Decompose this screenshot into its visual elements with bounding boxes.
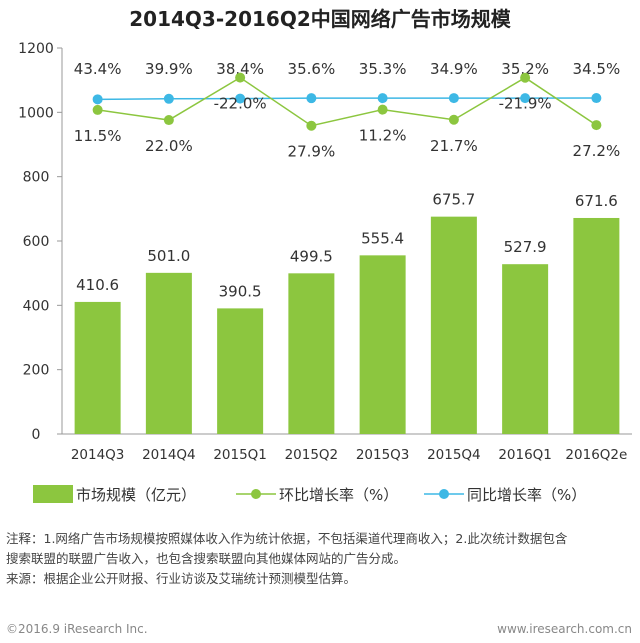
y-tick-label: 1000 (18, 105, 54, 121)
yoy-growth-line (97, 97, 597, 101)
bar-value-label: 555.4 (361, 229, 404, 247)
y-tick-label: 1200 (18, 41, 54, 57)
bar (359, 255, 406, 434)
x-tick-label: 2016Q1 (498, 447, 552, 463)
qoq-growth-point (306, 120, 317, 131)
bar-value-labels: 410.6 501.0 390.5 499.5 555.4 675.7 527.9 671.6 (76, 191, 618, 301)
legend-label-qoq: 环比增长率（%） (279, 486, 398, 504)
qoq-growth-label: 22.0% (145, 137, 193, 155)
qoq-growth-point (92, 104, 103, 115)
qoq-growth-label: 27.2% (573, 142, 621, 160)
bar (502, 264, 549, 434)
qoq-growth-line (97, 76, 597, 127)
qoq-growth-point (520, 72, 531, 83)
bar (217, 308, 264, 434)
legend-label-bar: 市场规模（亿元） (76, 486, 196, 504)
qoq-growth-label: -22.0% (214, 95, 267, 113)
y-tick-label: 200 (23, 363, 50, 379)
note-line-1: 注释：1.网络广告市场规模按照媒体收入作为统计依据，不包括渠道代理商收入；2.此… (6, 531, 568, 546)
bar-value-label: 527.9 (504, 238, 547, 256)
chart: 2014Q3-2016Q2中国网络广告市场规模 0 200 400 600 800 100… (18, 7, 632, 504)
bar (573, 217, 620, 434)
y-tick-label: 400 (23, 298, 50, 314)
bar (430, 216, 477, 434)
qoq-growth-label: 27.9% (288, 143, 336, 161)
yoy-growth-point (591, 93, 602, 104)
qoq-growth-label: -21.9% (499, 95, 552, 113)
x-tick-label: 2016Q2e (565, 447, 627, 463)
x-tick-label: 2014Q4 (142, 447, 196, 463)
yoy-growth-point (520, 93, 531, 104)
chart-title: 2014Q3-2016Q2中国网络广告市场规模 (129, 7, 511, 31)
y-axis: 0 200 400 600 800 1000 1200 (18, 41, 632, 443)
legend: 市场规模（亿元） 环比增长率（%） 同比增长率（%） (33, 485, 586, 504)
x-tick-label: 2015Q1 (213, 447, 267, 463)
yoy-growth-point (377, 93, 388, 104)
yoy-growth-label: 35.6% (288, 60, 336, 78)
qoq-growth-label: 21.7% (430, 137, 478, 155)
notes: 注释：1.网络广告市场规模按照媒体收入作为统计依据，不包括渠道代理商收入；2.此… (6, 529, 636, 589)
note-line-2: 搜索联盟的联盟广告收入，也包含搜索联盟向其他媒体网站的广告分成。 (6, 551, 407, 566)
copyright: ©2016.9 iResearch Inc. (6, 622, 148, 636)
y-tick-label: 600 (23, 234, 50, 250)
qoq-growth-point (591, 120, 602, 131)
qoq-growth-point (235, 72, 246, 83)
bar-value-label: 410.6 (76, 276, 119, 294)
yoy-growth-label: 34.9% (430, 60, 478, 78)
yoy-growth-point (306, 93, 317, 104)
qoq-growth-label: 11.5% (74, 127, 122, 145)
yoy-growth-label: 34.5% (573, 60, 621, 78)
bar-value-label: 390.5 (219, 282, 262, 300)
qoq-growth-point (377, 104, 388, 115)
x-axis-labels: 2014Q3 2014Q4 2015Q1 2015Q2 2015Q3 2015Q4 2016… (71, 447, 627, 463)
legend-swatch-yoy-marker (439, 489, 449, 499)
legend-label-yoy: 同比增长率（%） (467, 486, 586, 504)
qoq-growth-point (163, 115, 174, 126)
bar (145, 272, 192, 434)
x-tick-label: 2015Q4 (427, 447, 481, 463)
yoy-growth-label: 43.4% (74, 60, 122, 78)
x-tick-label: 2015Q2 (285, 447, 339, 463)
bar (288, 273, 335, 434)
website-url: www.iresearch.com.cn (497, 622, 632, 636)
bar-value-label: 501.0 (147, 247, 190, 265)
y-tick-label: 800 (23, 170, 50, 186)
x-tick-label: 2015Q3 (356, 447, 410, 463)
legend-swatch-qoq-marker (251, 489, 261, 499)
bar-series (74, 216, 620, 434)
qoq-growth-point (448, 114, 459, 125)
qoq-growth-label: 11.2% (359, 127, 407, 145)
yoy-growth-point (448, 93, 459, 104)
yoy-growth-label: 38.4% (216, 60, 264, 78)
line-series: 43.4% 39.9% 38.4% 35.6% 35.3% 34.9% 35.2% 34.5%… (74, 60, 620, 161)
yoy-growth-label: 35.3% (359, 60, 407, 78)
yoy-growth-point (92, 94, 103, 105)
y-tick-label: 0 (32, 427, 41, 443)
yoy-growth-label: 39.9% (145, 60, 193, 78)
bar-value-label: 499.5 (290, 247, 333, 265)
source-line: 来源：根据企业公开财报、行业访谈及艾瑞统计预测模型估算。 (6, 571, 357, 586)
yoy-growth-point (235, 93, 246, 104)
legend-swatch-bar (33, 485, 73, 503)
yoy-growth-label: 35.2% (501, 60, 549, 78)
x-tick-label: 2014Q3 (71, 447, 125, 463)
bar-value-label: 675.7 (432, 191, 475, 209)
bar (74, 301, 121, 434)
yoy-growth-point (163, 93, 174, 104)
bar-value-label: 671.6 (575, 192, 618, 210)
